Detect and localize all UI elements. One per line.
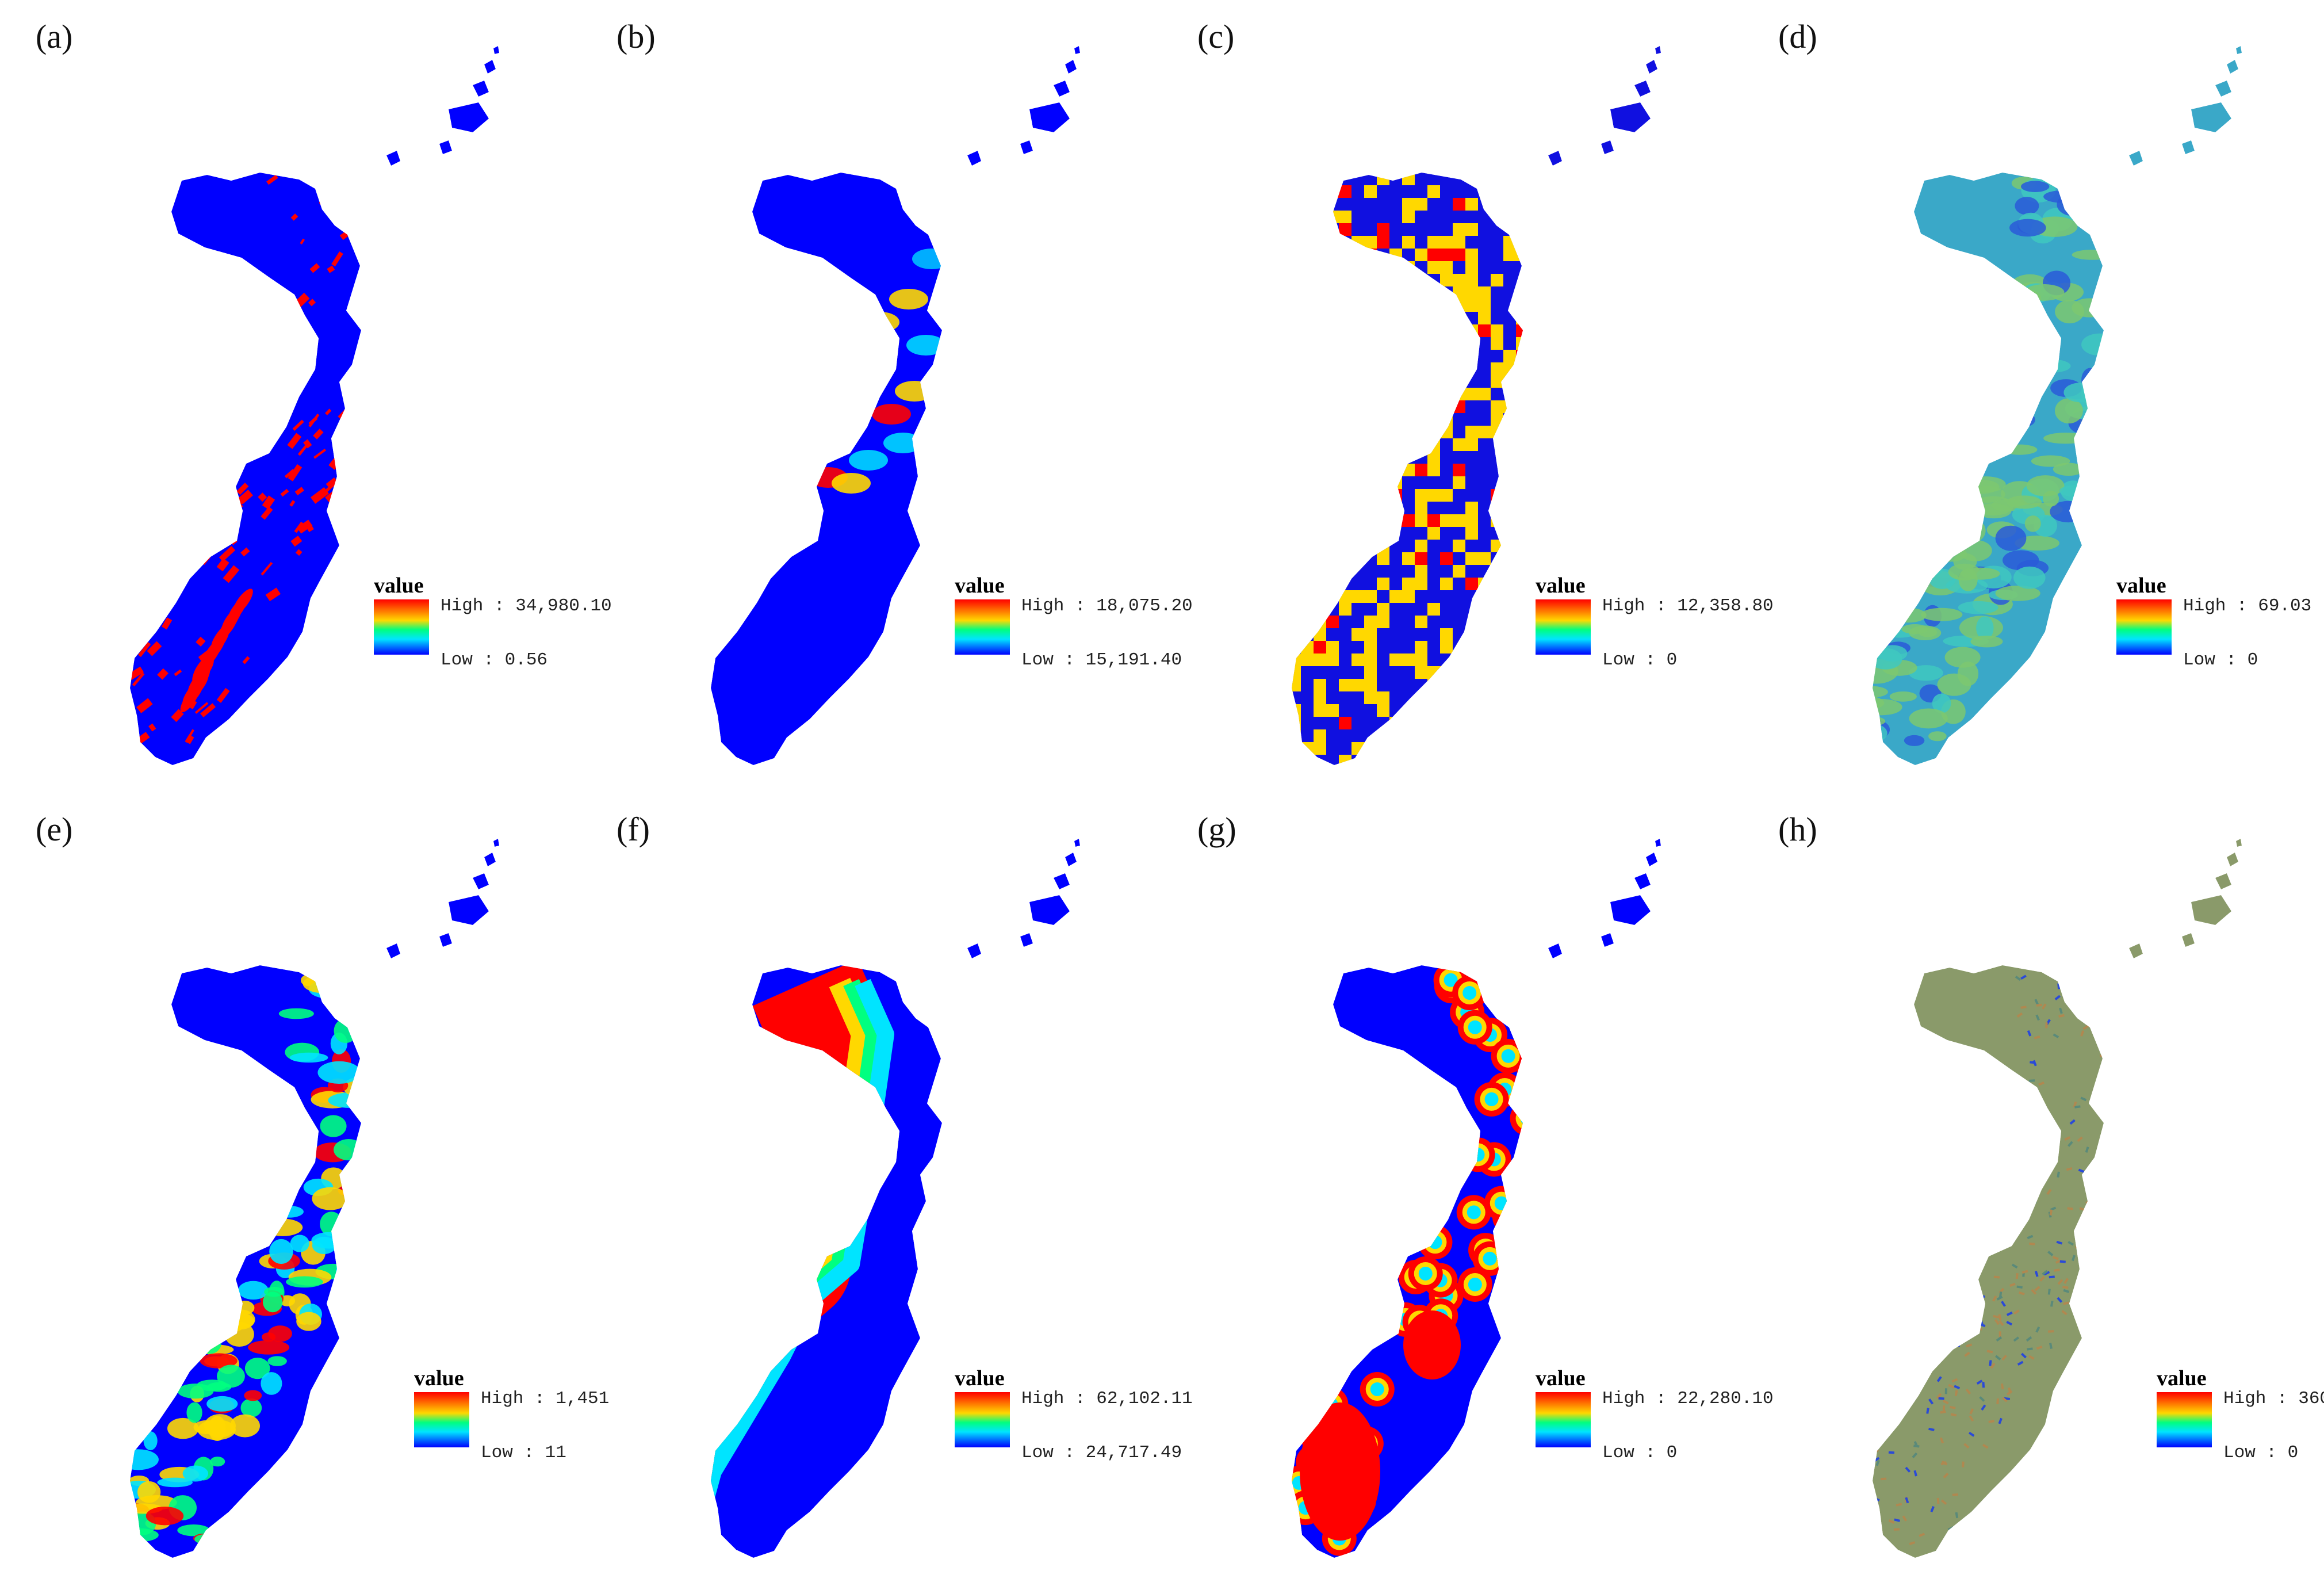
legend-title: value	[374, 574, 424, 598]
map-image	[1292, 839, 1661, 1558]
legend: value High : 12,358.80 Low : 0	[1536, 573, 1806, 671]
legend-high-value: High : 69.03	[2183, 596, 2312, 616]
legend-color-ramp	[955, 1392, 1010, 1447]
legend-title: value	[955, 1366, 1005, 1390]
legend-high-value: High : 62,102.11	[1021, 1389, 1193, 1409]
legend-title: value	[414, 1366, 464, 1390]
legend-color-ramp	[2116, 599, 2172, 655]
legend-title: value	[955, 574, 1005, 598]
legend-color-ramp	[955, 599, 1010, 655]
panel-label: (h)	[1778, 811, 1817, 848]
legend-low-value: Low : 0	[2223, 1443, 2299, 1463]
map-panel-b: (b) value High : 18,075.20 Low : 15,191.40	[581, 0, 1193, 793]
legend-color-ramp	[2157, 1392, 2212, 1447]
legend-color-ramp	[1536, 1392, 1591, 1447]
legend-low-value: Low : 11	[481, 1443, 566, 1463]
legend-low-value: Low : 24,717.49	[1021, 1443, 1182, 1463]
legend-color-ramp	[374, 599, 429, 655]
map-image	[1292, 46, 1661, 765]
legend-high-value: High : 360	[2223, 1389, 2324, 1409]
legend-low-value: Low : 15,191.40	[1021, 650, 1182, 670]
legend-title: value	[1536, 574, 1586, 598]
map-image	[711, 839, 1080, 1558]
legend: value High : 1,451 Low : 11	[414, 1366, 684, 1463]
map-image	[130, 839, 499, 1558]
panel-label: (a)	[36, 18, 73, 55]
legend-title: value	[2157, 1366, 2207, 1390]
map-panel-e: (e) value High : 1,451 Low : 11	[0, 793, 609, 1585]
map-panel-c: (c) value High : 12,358.80 Low : 0	[1162, 0, 1774, 793]
legend-color-ramp	[1536, 599, 1591, 655]
map-panel-h: (h) value High : 360 Low : 0	[1743, 793, 2324, 1585]
map-image	[711, 46, 1080, 765]
panel-label: (b)	[617, 18, 656, 55]
legend: value High : 69.03 Low : 0	[2116, 573, 2324, 671]
legend: value High : 22,280.10 Low : 0	[1536, 1366, 1806, 1463]
legend: value High : 360 Low : 0	[2157, 1366, 2324, 1463]
map-panel-f: (f) value High : 62,102.11 Low : 24,717.49	[581, 793, 1193, 1585]
legend-low-value: Low : 0	[2183, 650, 2258, 670]
map-image	[1873, 839, 2242, 1558]
map-panel-a: (a) value High : 34,980.10 Low : 0.56	[0, 0, 612, 793]
legend-color-ramp	[414, 1392, 469, 1447]
map-image	[130, 46, 499, 765]
legend: value High : 62,102.11 Low : 24,717.49	[955, 1366, 1225, 1463]
legend-low-value: Low : 0.56	[441, 650, 548, 670]
panel-label: (e)	[36, 811, 73, 848]
legend-title: value	[2116, 574, 2166, 598]
map-image	[1873, 46, 2242, 765]
legend-high-value: High : 12,358.80	[1602, 596, 1774, 616]
legend-title: value	[1536, 1366, 1586, 1390]
legend: value High : 18,075.20 Low : 15,191.40	[955, 573, 1225, 671]
legend-high-value: High : 34,980.10	[441, 596, 612, 616]
legend-high-value: High : 1,451	[481, 1389, 610, 1409]
legend: value High : 34,980.10 Low : 0.56	[374, 573, 644, 671]
map-panel-g: (g) value High : 22,280.10 Low : 0	[1162, 793, 1774, 1585]
legend-low-value: Low : 0	[1602, 1443, 1678, 1463]
legend-high-value: High : 18,075.20	[1021, 596, 1193, 616]
map-panel-d: (d) value High : 69.03 Low : 0	[1743, 0, 2323, 793]
panel-label: (g)	[1197, 811, 1236, 848]
legend-low-value: Low : 0	[1602, 650, 1678, 670]
panel-label: (f)	[617, 811, 650, 848]
legend-high-value: High : 22,280.10	[1602, 1389, 1774, 1409]
panel-label: (d)	[1778, 18, 1817, 55]
panel-label: (c)	[1197, 18, 1235, 55]
